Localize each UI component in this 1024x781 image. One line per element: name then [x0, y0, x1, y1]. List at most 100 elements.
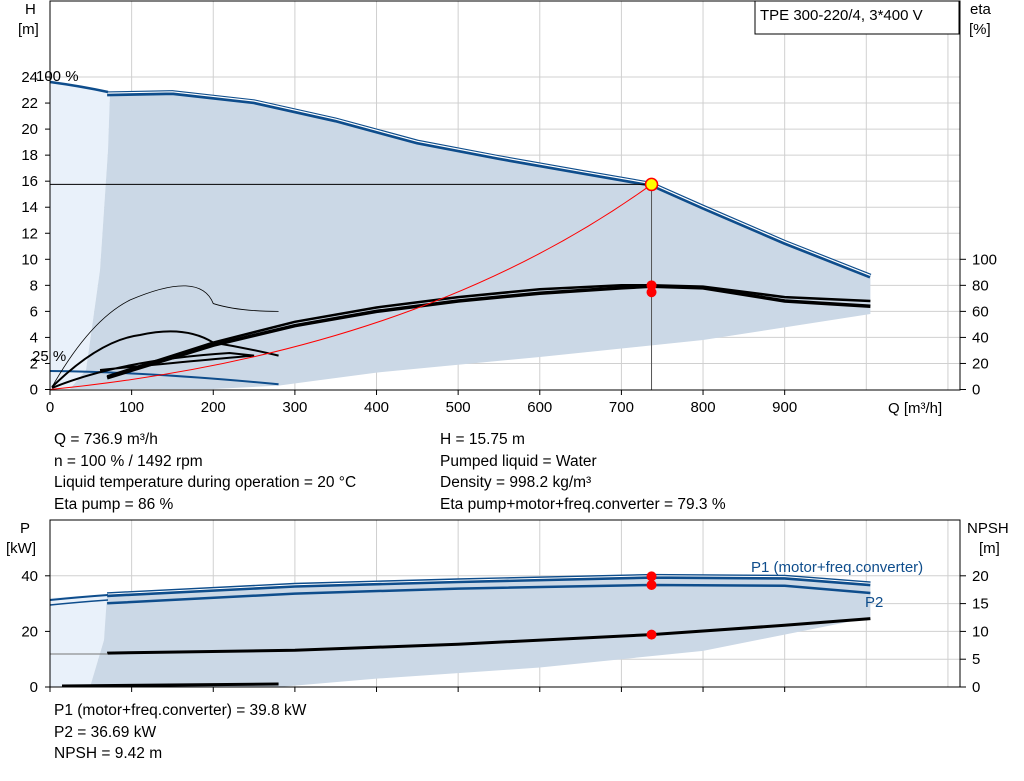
duty-info-right: H = 15.75 m Pumped liquid = Water Densit…: [440, 429, 726, 515]
eta-axis-unit: [%]: [969, 21, 991, 38]
p2-curve: [107, 583, 871, 605]
info-density: Density = 998.2 kg/m³: [440, 474, 592, 491]
info-p2: P2 = 36.69 kW: [54, 723, 157, 741]
x-tick-label: 700: [609, 399, 634, 416]
eta-curve-low-1: [51, 285, 279, 388]
p1-curve-highlight: [107, 575, 871, 595]
eta-total-curve: [106, 284, 871, 380]
x-tick-label: 900: [772, 399, 797, 416]
eta-tick-label: 40: [972, 329, 989, 346]
head-plot-frame: [49, 0, 961, 391]
head-curve-25: [49, 370, 279, 386]
power-ticks: 0 20 40 0 5 10 15 20: [21, 568, 988, 696]
system-curve: [49, 184, 652, 390]
y-tick-label: 4: [30, 329, 38, 346]
p2-point: [646, 580, 657, 591]
head-axis-label: H: [25, 1, 36, 18]
x-tick-label: 300: [282, 399, 307, 416]
p2-extension: [49, 599, 109, 606]
power-operating-area: [50, 576, 871, 687]
power-curves: [49, 571, 871, 688]
eta-curve-low-3: [51, 352, 255, 389]
y-tick-label: 0: [30, 382, 38, 399]
info-speed: n = 100 % / 1492 rpm: [54, 452, 203, 470]
eta-tick-label: 60: [972, 303, 989, 320]
npsh-tick-label: 15: [972, 596, 989, 613]
p-tick-label: 20: [21, 623, 38, 640]
y-tick-label: 6: [30, 303, 38, 320]
info-eta-total: Eta pump+motor+freq.converter = 79.3 %: [440, 495, 726, 513]
chart-title: TPE 300-220/4, 3*400 V: [760, 7, 923, 24]
light-region: [50, 594, 108, 687]
y-tick-label: 20: [21, 121, 38, 138]
eta-pump-point: [646, 280, 657, 291]
light-region: [50, 80, 110, 389]
eta-tick-label: 20: [972, 355, 989, 372]
head-ticks: 0 100 200 300 400 500 600 700 800 900024681012141…: [21, 69, 997, 416]
x-tick-label: 0: [46, 399, 54, 416]
power-plot-frame: [49, 519, 961, 688]
x-tick-label: 100: [119, 399, 144, 416]
npsh-tick-label: 20: [972, 568, 989, 585]
p-tick-label: 40: [21, 568, 38, 585]
head-axis-unit: [m]: [18, 21, 39, 38]
x-tick-label: 800: [691, 399, 716, 416]
npsh-tick-label: 0: [972, 679, 980, 696]
y-tick-label: 18: [21, 147, 38, 164]
npsh-axis-unit: [m]: [979, 540, 1000, 557]
duty-point: [644, 177, 659, 192]
npsh-tick-label: 5: [972, 651, 980, 668]
eta-tick-label: 0: [972, 382, 980, 399]
eta-tick-label: 80: [972, 277, 989, 294]
info-temperature: Liquid temperature during operation = 20…: [54, 474, 357, 491]
eta-total-point: [646, 287, 657, 298]
head-curves: [49, 80, 872, 390]
info-liquid: Pumped liquid = Water: [440, 452, 597, 470]
head-curve-highlight: [107, 91, 871, 276]
info-npsh: NPSH = 9.42 m: [54, 745, 163, 762]
x-tick-label: 200: [201, 399, 226, 416]
info-p1: P1 (motor+freq.converter) = 39.8 kW: [54, 702, 307, 719]
power-info: P1 (motor+freq.converter) = 39.8 kW P2 =…: [54, 700, 306, 765]
p-tick-label: 0: [30, 679, 38, 696]
info-flow: Q = 736.9 m³/h: [54, 431, 158, 448]
y-tick-label: 2: [30, 355, 38, 372]
x-tick-label: 500: [446, 399, 471, 416]
head-curve-100: [107, 90, 872, 279]
npsh-curve-low: [61, 682, 279, 688]
eta-curve-low-2: [51, 330, 279, 388]
power-panel: 0 20 40 0 5 10 15 20 P [kW] NPSH [m] P1 (motor+…: [6, 519, 1009, 696]
info-eta-pump: Eta pump = 86 %: [54, 495, 174, 513]
p1-legend-label: P1 (motor+freq.converter): [751, 559, 923, 576]
head-operating-area: [50, 80, 871, 389]
power-axis-label: P: [20, 520, 30, 537]
npsh-axis-label: NPSH: [967, 520, 1009, 537]
operating-area: [70, 92, 871, 389]
eta-tick-label: 100: [972, 251, 997, 268]
eta-pump-curve: [106, 284, 871, 378]
operating-area: [90, 576, 871, 687]
head-curve-extension: [49, 80, 109, 94]
p1-curve: [106, 573, 871, 598]
info-head: H = 15.75 m: [440, 431, 525, 448]
y-tick-label: 10: [21, 251, 38, 268]
y-tick-label: 22: [21, 95, 38, 112]
p1-point: [646, 571, 657, 582]
p2-legend-label: P2: [865, 594, 883, 611]
y-tick-label: 16: [21, 173, 38, 190]
y-tick-label: 14: [21, 199, 38, 216]
x-tick-label: 400: [364, 399, 389, 416]
title-box: [754, 0, 960, 35]
y-tick-label: 12: [21, 225, 38, 242]
npsh-point: [646, 629, 657, 640]
speed-label-100: 100 %: [36, 68, 79, 85]
y-tick-label: 24: [21, 69, 38, 86]
eta-axis-label: eta: [970, 1, 992, 18]
duty-info-left: Q = 736.9 m³/h n = 100 % / 1492 rpm Liqu…: [54, 429, 356, 515]
p1-extension: [49, 594, 109, 601]
npsh-tick-label: 10: [972, 623, 989, 640]
flow-axis-label: Q [m³/h]: [888, 400, 942, 417]
power-axis-unit: [kW]: [6, 540, 36, 557]
head-panel: 0 100 200 300 400 500 600 700 800 900024681012141…: [18, 0, 997, 417]
